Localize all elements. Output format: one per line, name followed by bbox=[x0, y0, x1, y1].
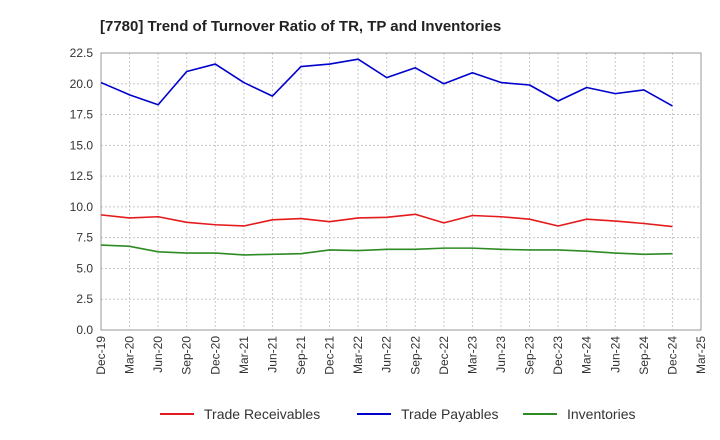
x-tick-label: Sep-24 bbox=[637, 336, 651, 375]
y-tick-label: 15.0 bbox=[70, 138, 94, 152]
x-tick-label: Jun-24 bbox=[608, 336, 622, 373]
y-tick-label: 5.0 bbox=[76, 261, 93, 275]
y-tick-label: 2.5 bbox=[76, 292, 93, 306]
x-tick-label: Dec-19 bbox=[94, 336, 108, 375]
x-tick-label: Sep-21 bbox=[294, 336, 308, 375]
x-tick-label: Sep-20 bbox=[180, 336, 194, 375]
x-tick-label: Jun-23 bbox=[494, 336, 508, 373]
x-tick-label: Mar-22 bbox=[351, 336, 365, 374]
series-line bbox=[100, 244, 673, 256]
series-lines bbox=[100, 58, 673, 256]
x-tick-label: Dec-23 bbox=[551, 336, 565, 375]
y-tick-label: 7.5 bbox=[76, 231, 93, 245]
y-tick-label: 22.5 bbox=[70, 46, 94, 60]
plot-area bbox=[100, 52, 702, 331]
x-tick-label: Sep-22 bbox=[408, 336, 422, 375]
y-tick-label: 20.0 bbox=[70, 77, 94, 91]
grid-lines bbox=[100, 52, 702, 331]
x-tick-label: Dec-22 bbox=[437, 336, 451, 375]
series-line bbox=[100, 213, 673, 228]
y-tick-label: 10.0 bbox=[70, 200, 94, 214]
legend-label: Trade Payables bbox=[401, 406, 499, 422]
legend-label: Trade Receivables bbox=[204, 406, 320, 422]
y-axis: 0.0 2.5 5.0 7.5 10.0 12.5 15.0 17.5 20.0 22.5 bbox=[70, 46, 94, 337]
y-tick-label: 0.0 bbox=[76, 323, 93, 337]
x-tick-label: Mar-23 bbox=[465, 336, 479, 374]
x-tick-label: Mar-25 bbox=[694, 336, 708, 374]
x-tick-label: Dec-24 bbox=[665, 336, 679, 375]
x-tick-label: Jun-20 bbox=[151, 336, 165, 373]
x-axis: Dec-19 Mar-20 Jun-20 Sep-20 Dec-20 Mar-21 Jun-… bbox=[94, 336, 708, 375]
x-tick-label: Mar-21 bbox=[237, 336, 251, 374]
x-tick-label: Dec-21 bbox=[323, 336, 337, 375]
x-tick-label: Sep-23 bbox=[523, 336, 537, 375]
series-line bbox=[100, 58, 673, 107]
legend: Trade Receivables Trade Payables Inventori… bbox=[160, 406, 635, 422]
chart-title: [7780] Trend of Turnover Ratio of TR, TP… bbox=[100, 18, 501, 35]
x-tick-label: Jun-21 bbox=[265, 336, 279, 373]
y-tick-label: 17.5 bbox=[70, 108, 94, 122]
x-tick-label: Mar-24 bbox=[580, 336, 594, 374]
legend-label: Inventories bbox=[567, 406, 635, 422]
y-tick-label: 12.5 bbox=[70, 169, 94, 183]
x-tick-label: Dec-20 bbox=[208, 336, 222, 375]
x-tick-label: Jun-22 bbox=[380, 336, 394, 373]
x-tick-label: Mar-20 bbox=[123, 336, 137, 374]
